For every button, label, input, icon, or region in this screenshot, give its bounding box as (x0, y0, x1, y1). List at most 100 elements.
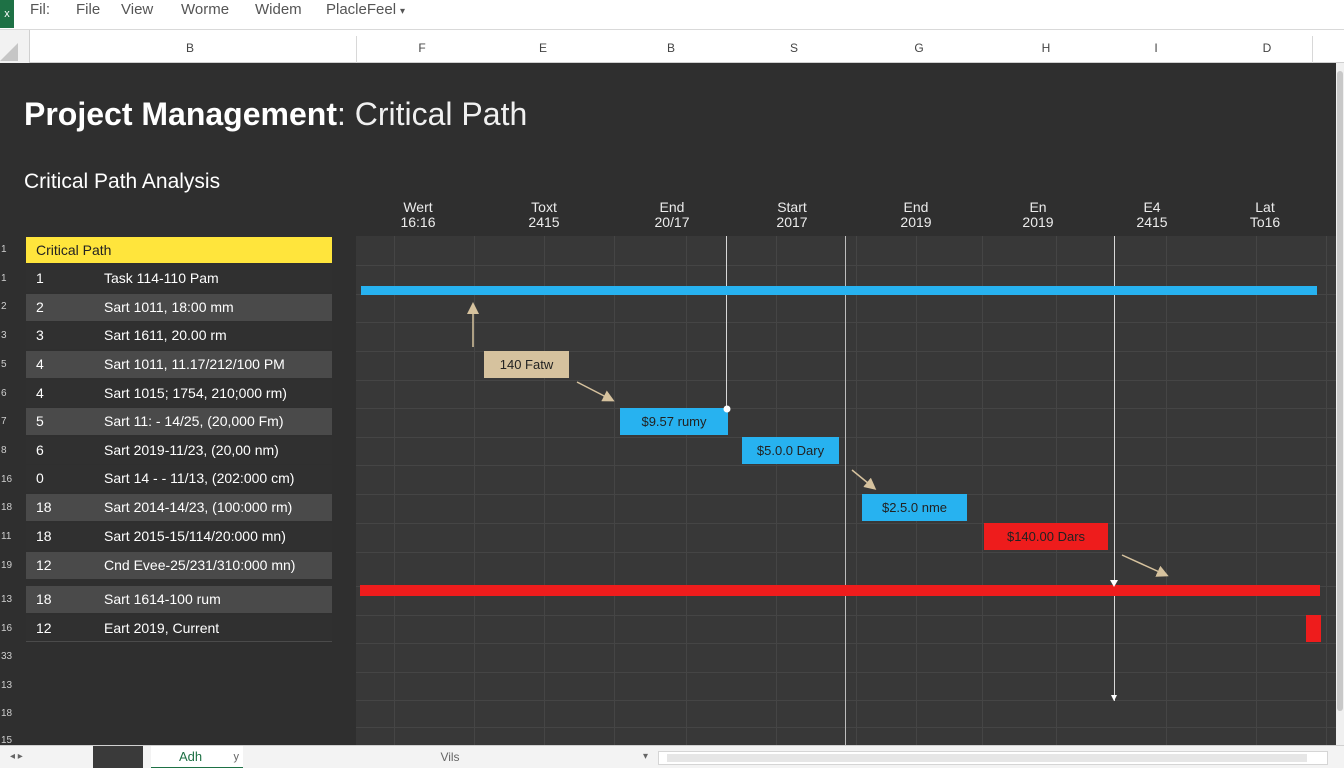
row-number[interactable]: 3 (1, 330, 7, 341)
column-header[interactable]: S (789, 41, 798, 55)
menu-worme[interactable]: Worme (181, 1, 230, 18)
blue-bar[interactable] (361, 286, 1317, 295)
timeline-header: E4 2415 (1112, 200, 1192, 230)
timeline-marker (726, 236, 727, 410)
row-number[interactable]: 5 (1, 359, 7, 370)
row-number[interactable]: 13 (1, 594, 13, 605)
close-icon[interactable]: y (233, 751, 240, 763)
timeline-header-top: Wert (403, 199, 433, 215)
table-row[interactable]: 6 Sart 2019-11/23, (20,00 nm) (26, 437, 332, 464)
table-row[interactable]: 12 Cnd Evee-25/231/310:000 mn) (26, 552, 332, 579)
row-number[interactable]: 16 (1, 474, 13, 485)
scrollbar-thumb[interactable] (1337, 71, 1343, 711)
column-header[interactable]: F (418, 41, 426, 55)
menu-placlefeel[interactable]: PlacleFeel ▾ (326, 0, 405, 30)
task-label: Sart 11: - 14/25, (20,000 Fm) (104, 413, 284, 429)
row-number[interactable]: 1 (1, 244, 7, 255)
table-row[interactable]: 1 Task 114-110 Pam (26, 265, 332, 292)
task-box[interactable]: $140.00 Dars (984, 523, 1108, 550)
sheet-tab-dark[interactable] (93, 746, 143, 768)
excel-icon[interactable]: x (0, 0, 14, 28)
task-label: Eart 2019, Current (104, 620, 220, 636)
timeline-header: Wert 16:16 (378, 200, 458, 230)
task-label: Sart 1611, 20.00 rm (104, 327, 227, 343)
chevron-down-icon[interactable]: ▾ (642, 751, 648, 762)
row-number[interactable]: 2 (1, 301, 7, 312)
task-label: Sart 1011, 18:00 mm (104, 299, 234, 315)
timeline-header: Start 2017 (752, 200, 832, 230)
menu-view[interactable]: View (121, 1, 154, 18)
row-number[interactable]: 19 (1, 560, 13, 571)
row-number[interactable]: 8 (1, 445, 7, 456)
menu-fil[interactable]: Fil: (30, 1, 50, 18)
table-row[interactable]: 4 Sart 1015; 1754, 210;000 rm) (26, 380, 332, 407)
sheet-tab-active[interactable]: Adh y (151, 746, 243, 768)
row-number[interactable]: 7 (1, 416, 7, 427)
red-marker[interactable] (1306, 615, 1321, 642)
row-number[interactable]: 18 (1, 502, 13, 513)
table-row[interactable]: 2 Sart 1011, 18:00 mm (26, 294, 332, 321)
column-header[interactable]: G (914, 41, 924, 55)
task-box[interactable]: 140 Fatw (484, 351, 569, 378)
task-box[interactable]: $9.57 rumy (620, 408, 728, 435)
row-number[interactable]: 16 (1, 623, 13, 634)
task-number: 18 (36, 499, 52, 515)
select-all-corner[interactable] (0, 30, 30, 63)
timeline-header: Toxt 2415 (504, 200, 584, 230)
column-header[interactable]: B (666, 41, 675, 55)
page-title: Project Management: Critical Path (24, 96, 527, 133)
timeline-header-bottom: 2017 (776, 214, 808, 230)
column-header[interactable]: B (185, 41, 194, 55)
row-number[interactable]: 18 (1, 708, 13, 719)
row-number[interactable]: 15 (1, 735, 13, 746)
horizontal-scrollbar[interactable] (658, 751, 1328, 765)
timeline-header-top: Lat (1255, 199, 1275, 215)
red-bar[interactable] (360, 585, 1320, 596)
row-number[interactable]: 1 (1, 273, 7, 284)
table-row[interactable]: 18 Sart 2015-15/114/20:000 mn) (26, 523, 332, 550)
table-row[interactable]: 0 Sart 14 - - 11/13, (202:000 cm) (26, 465, 332, 492)
timeline-header-bottom: 2019 (900, 214, 932, 230)
task-box[interactable]: $5.0.0 Dary (742, 437, 839, 464)
task-label: Sart 14 - - 11/13, (202:000 cm) (104, 470, 295, 486)
column-header[interactable]: H (1041, 41, 1051, 55)
table-row[interactable]: 4 Sart 1011, 11.17/212/100 PM (26, 351, 332, 378)
row-number[interactable]: 13 (1, 680, 13, 691)
column-header[interactable]: E (538, 41, 547, 55)
column-header[interactable]: D (1262, 41, 1272, 55)
vertical-scrollbar[interactable] (1336, 63, 1344, 745)
menu-file[interactable]: File (76, 1, 101, 18)
timeline-header: Lat To16 (1225, 200, 1305, 230)
row-number[interactable]: 11 (1, 531, 12, 542)
task-number: 12 (36, 620, 52, 636)
row-number[interactable]: 6 (1, 388, 7, 399)
sheet-tab[interactable]: Vils ▾ (250, 746, 650, 768)
task-label: Task 114-110 Pam (104, 270, 219, 286)
task-number: 2 (36, 299, 44, 315)
table-row[interactable]: 3 Sart 1611, 20.00 rm (26, 322, 332, 349)
sheet-tab-label: Vils (440, 750, 460, 764)
timeline-header-top: End (659, 199, 685, 215)
sheet-nav-arrows[interactable]: ◂ ▸ (10, 751, 23, 762)
critical-path-header[interactable]: Critical Path (26, 237, 332, 263)
menu-widem[interactable]: Widem (255, 1, 302, 18)
table-row[interactable]: 12 Eart 2019, Current (26, 615, 332, 642)
table-row[interactable]: 18 Sart 1614-100 rum (26, 586, 332, 613)
scrollbar-thumb[interactable] (667, 754, 1307, 762)
timeline-header-bottom: To16 (1249, 214, 1281, 230)
title-bold: Project Management (24, 96, 337, 132)
table-row[interactable]: 5 Sart 11: - 14/25, (20,000 Fm) (26, 408, 332, 435)
timeline-header-top: En (1029, 199, 1047, 215)
timeline-header-bottom: 2415 (528, 214, 560, 230)
task-number: 18 (36, 591, 52, 607)
table-row[interactable]: 18 Sart 2014-14/23, (100:000 rm) (26, 494, 332, 521)
timeline-header-bottom: 2415 (1136, 214, 1168, 230)
timeline-header-bottom: 2019 (1022, 214, 1054, 230)
task-label: Sart 2015-15/114/20:000 mn) (104, 528, 286, 544)
task-box[interactable]: $2.5.0 nme (862, 494, 967, 521)
task-number: 5 (36, 413, 44, 429)
task-number: 6 (36, 442, 44, 458)
row-number[interactable]: 33 (1, 651, 13, 662)
gantt-chart (356, 236, 1336, 745)
column-header[interactable]: I (1154, 41, 1158, 55)
